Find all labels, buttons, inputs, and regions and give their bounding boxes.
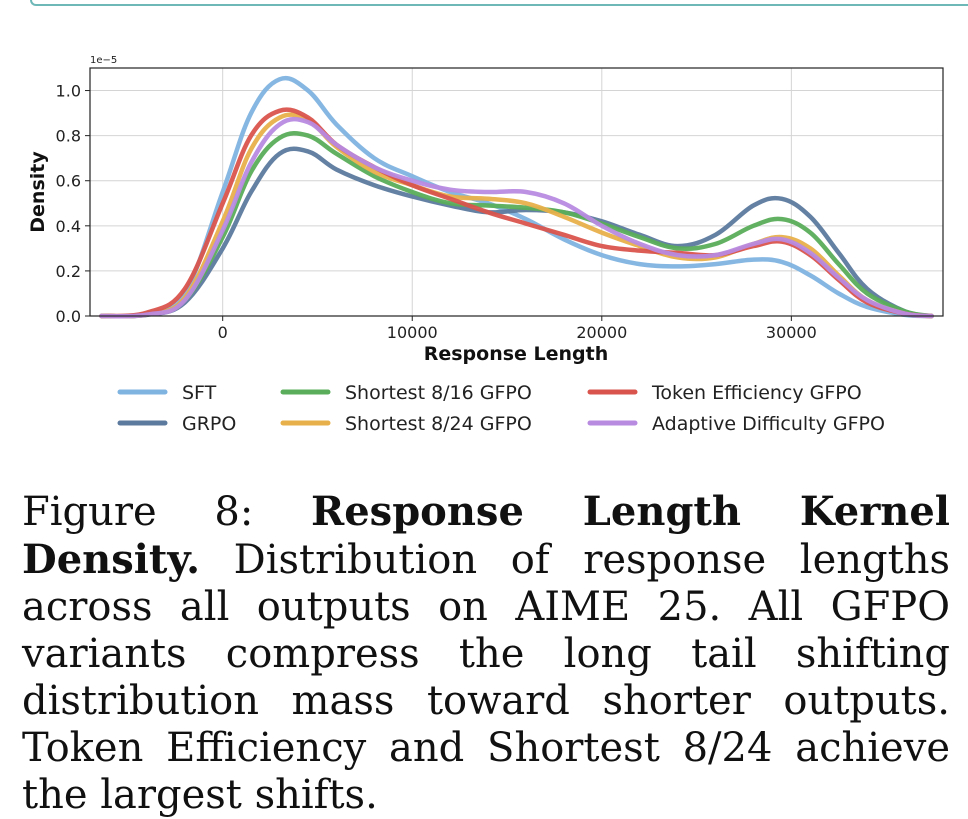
legend-label: SFT <box>182 382 217 404</box>
plot-frame <box>89 67 944 317</box>
x-tick-label: 10000 <box>387 323 438 342</box>
density-curves <box>99 75 934 319</box>
y-tick-label: 0.0 <box>56 307 81 326</box>
y-tick-label: 1.0 <box>56 82 81 101</box>
figure-caption: Figure 8: Response Length Kernel Density… <box>22 488 950 819</box>
series-line-shortest-8-16-gfpo <box>99 131 934 319</box>
legend-label: Token Efficiency GFPO <box>651 382 862 404</box>
x-tick-label: 0 <box>218 323 228 342</box>
legend-label: Shortest 8/24 GFPO <box>345 413 532 435</box>
caption-prefix: Figure 8: <box>22 489 311 535</box>
legend-label: GRPO <box>182 413 236 435</box>
x-tick-label: 30000 <box>766 323 817 342</box>
legend-label: Adaptive Difficulty GFPO <box>652 413 885 435</box>
legend: SFT Shortest 8/16 GFPO Token Efficiency GF… <box>117 382 885 435</box>
y-tick-label: 0.4 <box>56 217 81 236</box>
y-axis-label: Density <box>27 151 49 233</box>
y-tick-label: 0.8 <box>56 127 81 146</box>
series-line-shortest-8-24-gfpo <box>99 112 934 319</box>
top-border-decoration <box>30 0 968 6</box>
x-tick-label: 20000 <box>576 323 627 342</box>
legend-label: Shortest 8/16 GFPO <box>345 382 532 404</box>
caption-title: Response Length Kernel Density. <box>22 488 950 583</box>
y-tick-label: 0.6 <box>56 172 81 191</box>
y-exponent-label: 1e−5 <box>90 55 117 66</box>
series-line-sft <box>99 75 934 319</box>
series-line-adaptive-difficulty-gfpo <box>99 116 934 319</box>
axis-ticks: 0 10000 20000 30000 0.0 0.2 0.4 0.6 0.8 1.0 <box>56 82 817 342</box>
y-tick-label: 0.2 <box>56 262 81 281</box>
x-axis-label: Response Length <box>424 343 609 365</box>
